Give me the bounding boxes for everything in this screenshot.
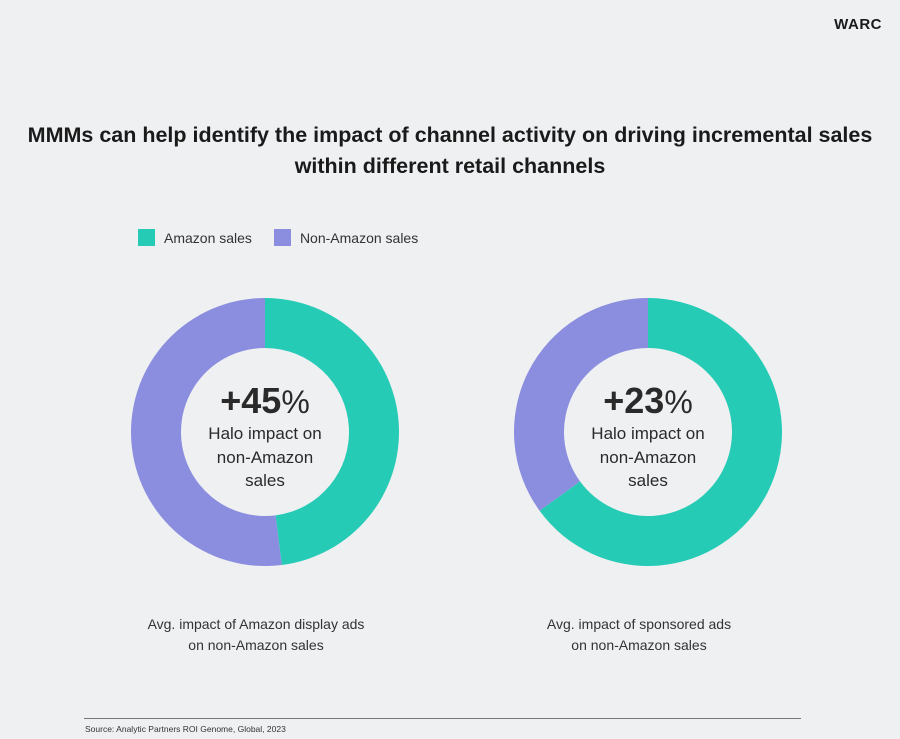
donut-1-slice-amazon-sales [265,298,400,565]
center-value: +45 [220,380,282,421]
legend-swatch-non-amazon [273,229,291,246]
donut-2-caption: Avg. impact of sponsored ads on non-Amaz… [489,614,789,656]
caption-line: on non-Amazon sales [571,637,707,653]
center-unit: % [281,384,310,420]
center-label-line: sales [628,471,668,490]
warc-logo: WARC [834,16,882,33]
center-label-line: non-Amazon [216,447,314,467]
donut-2-slice-non-amazon-sales [514,298,648,511]
footer-divider [84,718,801,719]
legend-item-amazon: Amazon sales [138,229,252,246]
donut-1-slice-non-amazon-sales [131,298,282,566]
center-label-line: sales [245,471,285,490]
legend-label: Non-Amazon sales [299,229,419,246]
donut-1-center: +45% Halo impact on non-Amazon sales [180,381,350,493]
donut-2-slice-amazon-sales [539,298,782,566]
legend-swatch-amazon [138,229,155,246]
legend-label: Amazon sales [164,229,252,246]
center-unit: % [664,384,693,420]
caption-line: Avg. impact of sponsored ads [546,616,732,632]
legend-item-non-amazon: Non-Amazon sales [273,229,419,246]
chart-title: MMMs can help identify the impact of cha… [27,123,873,178]
caption-line: Avg. impact of Amazon display ads [147,616,365,632]
center-label-line: Halo impact on [591,424,705,443]
legend: Amazon sales Non-Amazon sales [138,229,418,246]
center-label-line: Halo impact on [208,424,322,443]
source-note: Source: Analytic Partners ROI Genome, Gl… [85,724,286,734]
donut-2-center: +23% Halo impact on non-Amazon sales [563,381,733,493]
donut-1-caption: Avg. impact of Amazon display ads on non… [106,614,406,656]
center-label-line: non-Amazon [599,447,697,467]
center-value: +23 [603,380,665,421]
caption-line: on non-Amazon sales [188,637,324,653]
